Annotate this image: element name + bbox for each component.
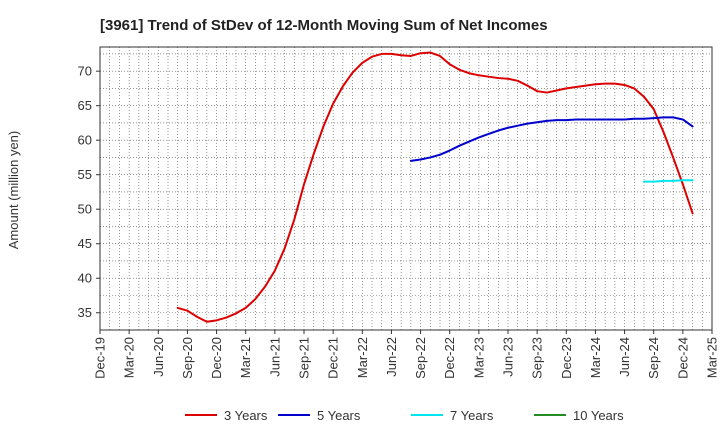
chart-title: [3961] Trend of StDev of 12-Month Moving… — [100, 17, 548, 34]
y-tick-label: 40 — [78, 271, 92, 286]
legend-label: 10 Years — [573, 408, 624, 423]
series-lines — [176, 51, 694, 323]
x-tick-label: Mar-20 — [122, 337, 137, 378]
plot-frame — [99, 46, 713, 331]
x-tick-label: Mar-24 — [588, 337, 603, 378]
legend-label: 3 Years — [224, 408, 268, 423]
x-tick-label: Sep-24 — [646, 337, 661, 379]
plot-area — [100, 47, 712, 330]
y-tick-label: 45 — [78, 236, 92, 251]
x-tick-label: Jun-24 — [617, 337, 632, 377]
series-line-5-years — [409, 116, 694, 162]
x-tick-label: Dec-24 — [675, 337, 690, 379]
grid-lines — [100, 47, 712, 330]
x-tick-label: Dec-20 — [209, 337, 224, 379]
x-tick-label: Dec-23 — [559, 337, 574, 379]
series-line-3-years — [176, 51, 694, 323]
y-axis-label: Amount (million yen) — [6, 131, 21, 250]
y-tick-label: 70 — [78, 64, 92, 79]
x-tick-label: Jun-20 — [151, 337, 166, 377]
legend-label: 7 Years — [450, 408, 494, 423]
x-tick-label: Dec-22 — [442, 337, 457, 379]
axes: 35 40 45 50 55 60 65 70 Dec-19 Mar-20 Jun-20 Sep-20… — [78, 64, 720, 379]
x-tick-label: Jun-22 — [384, 337, 399, 377]
x-tick-label: Sep-23 — [530, 337, 545, 379]
legend-label: 5 Years — [317, 408, 361, 423]
x-tick-label: Dec-19 — [93, 337, 108, 379]
x-tick-label: Jun-23 — [501, 337, 516, 377]
y-tick-label: 65 — [78, 98, 92, 113]
y-tick-label: 50 — [78, 202, 92, 217]
x-tick-label: Mar-22 — [355, 337, 370, 378]
x-tick-label: Sep-21 — [297, 337, 312, 379]
x-tick-label: Mar-21 — [238, 337, 253, 378]
x-tick-label: Sep-22 — [413, 337, 428, 379]
x-tick-label: Dec-21 — [326, 337, 341, 379]
series-line-7-years — [643, 179, 694, 183]
legend: 3 Years 5 Years 7 Years 10 Years — [185, 408, 624, 423]
x-tick-label: Jun-21 — [267, 337, 282, 377]
x-tick-label: Mar-25 — [705, 337, 720, 378]
x-tick-label: Sep-20 — [180, 337, 195, 379]
y-tick-label: 55 — [78, 167, 92, 182]
x-tick-label: Mar-23 — [471, 337, 486, 378]
y-tick-label: 60 — [78, 133, 92, 148]
y-tick-label: 35 — [78, 305, 92, 320]
